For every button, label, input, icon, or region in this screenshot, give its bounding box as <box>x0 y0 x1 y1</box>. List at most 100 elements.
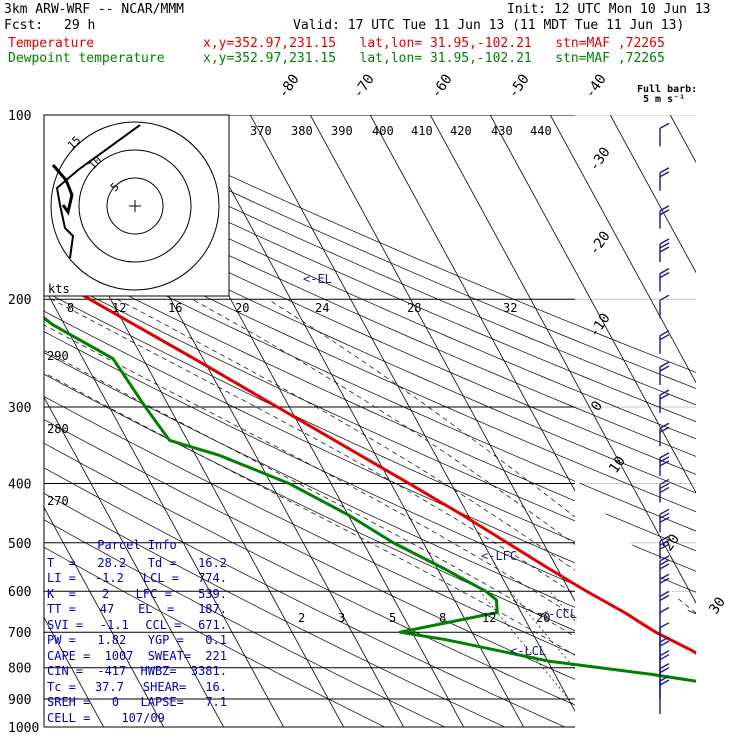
wind-barb-flag <box>659 640 670 647</box>
parcel-info-row: K = 2 LFC = 539. <box>47 587 227 603</box>
parcel-info-key: K = <box>47 586 76 601</box>
dry-adiabat <box>44 373 696 683</box>
wind-barb-flag <box>659 365 670 372</box>
wind-barb-flag <box>659 478 670 486</box>
dry-adiabat <box>44 252 696 552</box>
wind-barb-flag <box>659 482 670 490</box>
parcel-info-title: Parcel Info <box>97 538 177 552</box>
parcel-info-key: CCL = <box>145 617 182 632</box>
wind-barb-flag <box>659 460 670 467</box>
wind-barb-flag <box>659 171 670 178</box>
wind-barb-flag <box>659 650 670 657</box>
moist-adiabat <box>267 298 696 614</box>
parcel-info-value: 187. <box>198 602 227 616</box>
dewpoint-line <box>44 315 696 683</box>
parcel-info-key: SREH = <box>47 695 91 709</box>
wind-barb <box>659 205 670 229</box>
isotherm-label: 30 <box>706 594 729 617</box>
wind-barb-flag <box>659 456 670 463</box>
parcel-info-key: LAPSE= <box>140 695 184 709</box>
mixing-ratio-label-top: 8 <box>67 301 74 315</box>
parcel-info-key: CAPE = <box>47 648 91 663</box>
pressure-tick-label: 100 <box>8 109 31 124</box>
dry-adiabat <box>44 182 696 475</box>
wind-barb-flag <box>659 573 670 580</box>
mixing-ratio-line <box>509 591 625 728</box>
mixing-ratio-label-bottom: 20 <box>536 611 550 625</box>
theta-label: 430 <box>491 124 513 138</box>
mixing-ratio-label-top: 32 <box>503 301 517 315</box>
hodograph-ring <box>106 177 164 235</box>
wind-barb-flag <box>659 675 670 682</box>
theta-label: 440 <box>530 124 552 138</box>
isotherm-label: 10 <box>606 453 629 476</box>
parcel-info-value: 671. <box>198 617 227 632</box>
valid-time: Valid: 17 UTC Tue 11 Jun 13 (11 MDT Tue … <box>293 18 685 33</box>
isotherm-label: 0 <box>588 398 606 414</box>
dry-adiabat <box>44 234 696 532</box>
wind-barb-flag <box>659 209 670 216</box>
parcel-info-value: -1.1 <box>99 617 129 632</box>
wind-barb <box>659 238 670 263</box>
mixing-ratio-label-bottom: 12 <box>482 611 496 625</box>
wind-barb-flag <box>659 563 670 570</box>
wind-barb <box>659 573 670 598</box>
isotherm-line <box>189 115 524 728</box>
dry-adiabat <box>44 519 445 728</box>
isotherm-label: -20 <box>586 228 614 258</box>
pressure-tick-label: 800 <box>8 662 31 677</box>
dry-adiabat <box>68 115 696 389</box>
pressure-tick-label: 700 <box>8 626 31 641</box>
hodograph-trace-high <box>55 124 141 259</box>
parcel-info-panel: Parcel Info T = 28.2 Td = 16.2 LI = -1.2 LCL =… <box>47 538 227 726</box>
parcel-info-value: 107/09 <box>121 710 165 725</box>
wind-barb <box>659 361 670 385</box>
wind-barb-flag <box>659 334 670 341</box>
dry-adiabat <box>44 467 565 728</box>
moist-adiabat <box>44 350 696 715</box>
parcel-info-row: SVI = -1.1 CCL = 671. <box>47 618 227 634</box>
parcel-info-value: 0 <box>111 695 120 709</box>
parcel-info-key: EL = <box>138 602 175 616</box>
parcel-info-key: SHEAR= <box>142 679 187 694</box>
wind-barb-flag <box>659 594 670 601</box>
parcel-info-key: TT = <box>47 602 76 616</box>
mixing-ratio-label-top: 20 <box>235 301 249 315</box>
parcel-info-value: 774. <box>198 571 227 585</box>
isotherm-line <box>249 115 584 728</box>
wind-barb-flag <box>659 330 670 337</box>
isotherm-label: -80 <box>275 71 303 101</box>
wind-barb <box>659 508 670 533</box>
mixing-ratio-label-top: 12 <box>112 301 126 315</box>
wind-barb-flag <box>659 122 670 129</box>
parcel-info-key: LI = <box>47 571 76 585</box>
pressure-tick-label: 600 <box>8 585 31 600</box>
parcel-info-value: 0.1 <box>205 633 227 647</box>
mixing-ratio-label-bottom: 8 <box>439 611 446 625</box>
theta-label: 380 <box>291 124 313 138</box>
isotherm-label: -40 <box>582 71 610 101</box>
parcel-info-key: CIN = <box>47 664 84 678</box>
level-label: <-CCL <box>541 607 577 621</box>
parcel-info-key: CELL = <box>47 710 91 725</box>
parcel-info-value: 1007 <box>104 648 134 663</box>
parcel-info-row: CELL = 107/09 <box>47 711 227 727</box>
parcel-info-value: 28.2 <box>97 555 127 570</box>
mixing-ratio-label-bottom: 5 <box>389 611 396 625</box>
wind-barb <box>659 590 670 615</box>
parcel-info-key: Td = <box>147 555 177 570</box>
wind-barb-flag <box>659 205 670 212</box>
level-label: <-EL <box>303 272 332 286</box>
pressure-tick-label: 300 <box>8 401 31 416</box>
wind-barb <box>659 535 670 560</box>
wind-barb-flag <box>659 361 670 368</box>
theta-label: 410 <box>411 124 433 138</box>
dry-adiabat <box>44 271 696 572</box>
wind-barb-flag <box>659 535 670 542</box>
dry-adiabat <box>44 149 696 440</box>
wind-barb-flag <box>659 242 670 249</box>
hodograph-ring <box>78 149 192 263</box>
theta-side-label: 290 <box>47 349 69 363</box>
wind-barb-flag <box>659 559 670 566</box>
